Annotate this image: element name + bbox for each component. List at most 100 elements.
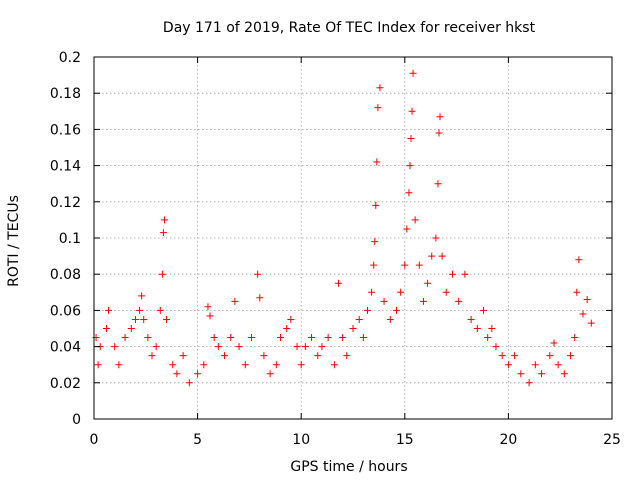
data-point bbox=[373, 158, 381, 166]
data-point bbox=[324, 334, 332, 342]
data-point bbox=[406, 162, 414, 170]
data-point bbox=[409, 69, 417, 77]
data-point bbox=[314, 352, 322, 360]
data-point bbox=[276, 334, 284, 342]
data-point bbox=[401, 261, 409, 269]
data-point bbox=[283, 325, 291, 332]
data-point bbox=[272, 361, 280, 369]
data-point bbox=[567, 352, 575, 360]
data-point bbox=[432, 234, 440, 242]
data-point bbox=[546, 352, 554, 360]
data-point bbox=[371, 238, 379, 246]
data-point bbox=[159, 229, 167, 237]
data-point bbox=[115, 361, 123, 369]
data-point bbox=[334, 279, 342, 287]
data-point bbox=[105, 306, 113, 314]
data-point bbox=[393, 306, 401, 314]
data-point bbox=[554, 361, 562, 369]
data-point bbox=[301, 343, 309, 351]
data-point bbox=[511, 352, 519, 360]
data-point bbox=[411, 216, 419, 224]
data-point bbox=[204, 303, 212, 311]
data-point bbox=[339, 334, 347, 342]
y-tick-label: 0.12 bbox=[50, 195, 81, 211]
data-point bbox=[94, 361, 102, 369]
data-point bbox=[498, 352, 506, 360]
data-point bbox=[424, 279, 432, 287]
data-point bbox=[560, 370, 568, 378]
data-point bbox=[102, 325, 110, 332]
data-point bbox=[573, 288, 581, 296]
axis-ticks bbox=[93, 56, 613, 420]
x-tick-label: 10 bbox=[292, 432, 310, 448]
data-point bbox=[210, 334, 218, 342]
data-point bbox=[488, 325, 496, 332]
data-point bbox=[408, 107, 416, 115]
data-point bbox=[438, 252, 446, 260]
data-point bbox=[254, 270, 262, 278]
x-tick-label: 15 bbox=[396, 432, 414, 448]
data-point bbox=[428, 252, 436, 260]
data-point bbox=[185, 379, 193, 387]
chart-title: Day 171 of 2019, Rate Of TEC Index for r… bbox=[163, 20, 536, 36]
y-tick-label: 0.18 bbox=[50, 86, 81, 102]
data-point bbox=[148, 352, 156, 360]
data-point bbox=[473, 325, 481, 332]
data-point bbox=[247, 334, 255, 342]
data-point bbox=[160, 216, 168, 224]
x-tick-label: 20 bbox=[499, 432, 517, 448]
axis-tick-labels: 0 0.02 0.04 0.06 0.08 0.1 0.12 0.14 0.16 0.18 0.2 0… bbox=[50, 50, 621, 448]
data-point bbox=[156, 306, 164, 314]
data-point bbox=[435, 129, 443, 137]
x-tick-label: 25 bbox=[603, 432, 621, 448]
data-point bbox=[448, 270, 456, 278]
data-point bbox=[587, 319, 595, 327]
data-point bbox=[380, 297, 388, 305]
data-point bbox=[575, 256, 583, 264]
data-point bbox=[158, 270, 166, 278]
data-point bbox=[403, 225, 411, 233]
data-points bbox=[92, 69, 595, 387]
data-point bbox=[455, 297, 463, 305]
x-tick-label: 0 bbox=[90, 432, 99, 448]
grid bbox=[94, 57, 612, 419]
data-point bbox=[504, 361, 512, 369]
data-point bbox=[136, 306, 144, 314]
data-point bbox=[370, 261, 378, 269]
data-point bbox=[194, 370, 202, 378]
data-point bbox=[308, 334, 316, 342]
data-point bbox=[368, 288, 376, 296]
data-point bbox=[517, 370, 525, 378]
data-point bbox=[260, 352, 268, 360]
data-point bbox=[169, 361, 177, 369]
data-point bbox=[355, 315, 363, 323]
y-tick-label: 0.08 bbox=[50, 267, 81, 283]
data-point bbox=[419, 297, 427, 305]
data-point bbox=[492, 343, 500, 351]
data-point bbox=[111, 343, 119, 351]
y-tick-label: 0.1 bbox=[59, 231, 81, 247]
y-tick-label: 0.06 bbox=[50, 303, 81, 319]
data-point bbox=[434, 180, 442, 188]
data-point bbox=[442, 288, 450, 296]
x-axis-label: GPS time / hours bbox=[290, 459, 407, 475]
data-point bbox=[235, 343, 243, 351]
data-point bbox=[376, 84, 384, 92]
data-point bbox=[200, 361, 208, 369]
data-point bbox=[343, 352, 351, 360]
data-point bbox=[550, 339, 558, 347]
data-point bbox=[571, 334, 579, 342]
data-point bbox=[397, 288, 405, 296]
data-point bbox=[231, 297, 239, 305]
data-point bbox=[405, 189, 413, 197]
data-point bbox=[256, 294, 264, 302]
data-point bbox=[131, 315, 139, 323]
data-point bbox=[163, 315, 171, 323]
data-point bbox=[372, 201, 380, 209]
data-point bbox=[461, 270, 469, 278]
y-tick-label: 0.14 bbox=[50, 159, 81, 175]
data-point bbox=[293, 343, 301, 351]
data-point bbox=[127, 325, 135, 332]
y-tick-label: 0.16 bbox=[50, 122, 81, 138]
